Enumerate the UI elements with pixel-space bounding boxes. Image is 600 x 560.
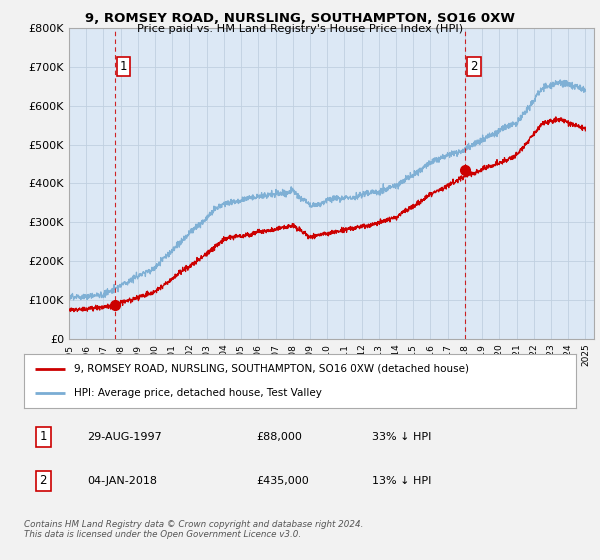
Text: 2: 2 xyxy=(40,474,47,487)
Text: 1: 1 xyxy=(40,430,47,443)
Text: 04-JAN-2018: 04-JAN-2018 xyxy=(88,476,157,486)
Text: Price paid vs. HM Land Registry's House Price Index (HPI): Price paid vs. HM Land Registry's House … xyxy=(137,24,463,34)
Text: £88,000: £88,000 xyxy=(256,432,302,442)
Text: Contains HM Land Registry data © Crown copyright and database right 2024.
This d: Contains HM Land Registry data © Crown c… xyxy=(24,520,364,539)
Text: 13% ↓ HPI: 13% ↓ HPI xyxy=(372,476,431,486)
Text: HPI: Average price, detached house, Test Valley: HPI: Average price, detached house, Test… xyxy=(74,388,322,398)
Text: 2: 2 xyxy=(470,60,478,73)
Text: £435,000: £435,000 xyxy=(256,476,308,486)
Text: 9, ROMSEY ROAD, NURSLING, SOUTHAMPTON, SO16 0XW (detached house): 9, ROMSEY ROAD, NURSLING, SOUTHAMPTON, S… xyxy=(74,364,469,374)
Text: 9, ROMSEY ROAD, NURSLING, SOUTHAMPTON, SO16 0XW: 9, ROMSEY ROAD, NURSLING, SOUTHAMPTON, S… xyxy=(85,12,515,25)
Text: 29-AUG-1997: 29-AUG-1997 xyxy=(88,432,162,442)
Text: 33% ↓ HPI: 33% ↓ HPI xyxy=(372,432,431,442)
Text: 1: 1 xyxy=(120,60,127,73)
